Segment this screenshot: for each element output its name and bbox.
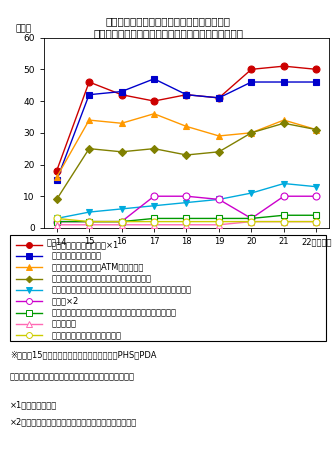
Text: 現金　×2: 現金 ×2 bbox=[51, 297, 78, 306]
Text: を含む）からのインターネットでの購入経験者: を含む）からのインターネットでの購入経験者 bbox=[10, 373, 135, 382]
Text: ×1　配達時を除く: ×1 配達時を除く bbox=[10, 400, 57, 409]
Text: ×2　配達時やコンビニエンスストアでの支払いを除く: ×2 配達時やコンビニエンスストアでの支払いを除く bbox=[10, 418, 137, 427]
Text: 通信料金・プロバイダ利用料金への上乗せによる支払い: 通信料金・プロバイダ利用料金への上乗せによる支払い bbox=[51, 308, 176, 317]
Text: ※対象：15歳以上のパソコン又は携帯電話（PHS、PDA: ※対象：15歳以上のパソコン又は携帯電話（PHS、PDA bbox=[10, 350, 157, 359]
Text: 銀行・郵便局の窓口・ATMでの支払い: 銀行・郵便局の窓口・ATMでの支払い bbox=[51, 263, 143, 272]
Text: 電子マネー: 電子マネー bbox=[51, 320, 76, 329]
Text: コンビニエンスストアカウンターでの支払い: コンビニエンスストアカウンターでの支払い bbox=[51, 274, 151, 283]
Text: クレジットカード払い　×1: クレジットカード払い ×1 bbox=[51, 240, 118, 249]
Text: （％）: （％） bbox=[15, 25, 31, 34]
Text: インターネットバンキング・モバイルバンキングによる支払い: インターネットバンキング・モバイルバンキングによる支払い bbox=[51, 285, 191, 295]
Text: 「クレジットカード払い（配達時を除く）」: 「クレジットカード払い（配達時を除く）」 bbox=[106, 16, 230, 26]
Text: 「商品配達時の代金引換」の利用が継続して高い状況: 「商品配達時の代金引換」の利用が継続して高い状況 bbox=[93, 28, 243, 38]
Text: 商品配達時の代金引換: 商品配達時の代金引換 bbox=[51, 251, 101, 260]
Text: その他（現金書留、小切手等）: その他（現金書留、小切手等） bbox=[51, 331, 121, 340]
